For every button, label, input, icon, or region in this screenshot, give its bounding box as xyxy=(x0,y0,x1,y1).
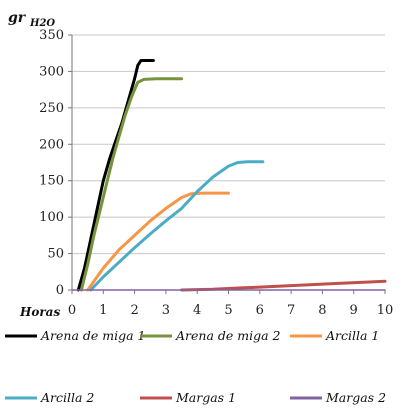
series-line-5 xyxy=(180,279,387,292)
series-line-4 xyxy=(89,160,265,292)
y-tick-label: 200 xyxy=(39,137,64,152)
legend-label-3: Arcilla 1 xyxy=(325,328,379,343)
y-tick-label: 250 xyxy=(39,101,64,116)
series-line-2 xyxy=(79,77,184,292)
series-line-1 xyxy=(76,59,155,292)
x-tick-label: 5 xyxy=(224,303,232,318)
legend-label-5: Margas 1 xyxy=(175,390,236,405)
legend-label-6: Margas 2 xyxy=(325,390,386,405)
x-tick-label: 1 xyxy=(99,303,107,318)
legend: Arena de miga 1 Arena de miga 2 Arcilla 1 A… xyxy=(5,328,386,405)
grid-lines xyxy=(72,34,385,255)
x-tick-label: 4 xyxy=(193,303,201,318)
x-tick-label: 7 xyxy=(287,303,295,318)
series-lines xyxy=(71,59,387,292)
series-line-3 xyxy=(86,191,230,292)
y-tick-label: 0 xyxy=(56,283,64,298)
x-tick-label: 0 xyxy=(68,303,76,318)
x-tick-label: 2 xyxy=(130,303,138,318)
y-tick-label: 100 xyxy=(39,210,64,225)
x-tick-label: 6 xyxy=(256,303,264,318)
y-axis-label: gr xyxy=(8,10,27,26)
y-axis-label-subscript: H2O xyxy=(29,18,55,29)
x-axis-label: Horas xyxy=(19,305,60,319)
y-tick-label: 50 xyxy=(47,247,64,262)
x-tick-label: 10 xyxy=(377,303,394,318)
y-tick-labels: 0 50 100 150 200 250 300 350 xyxy=(39,28,64,298)
x-tick-label: 8 xyxy=(318,303,326,318)
legend-label-2: Arena de miga 2 xyxy=(175,328,281,343)
legend-label-1: Arena de miga 1 xyxy=(40,328,145,343)
y-tick-label: 150 xyxy=(39,174,64,189)
y-tick-label: 350 xyxy=(39,28,64,43)
x-tick-label: 3 xyxy=(162,303,170,318)
legend-label-4: Arcilla 2 xyxy=(40,390,94,405)
y-tick-label: 300 xyxy=(39,64,64,79)
x-tick-labels: 0 1 2 3 4 5 6 7 8 9 10 xyxy=(68,303,393,318)
x-tick-label: 9 xyxy=(350,303,358,318)
